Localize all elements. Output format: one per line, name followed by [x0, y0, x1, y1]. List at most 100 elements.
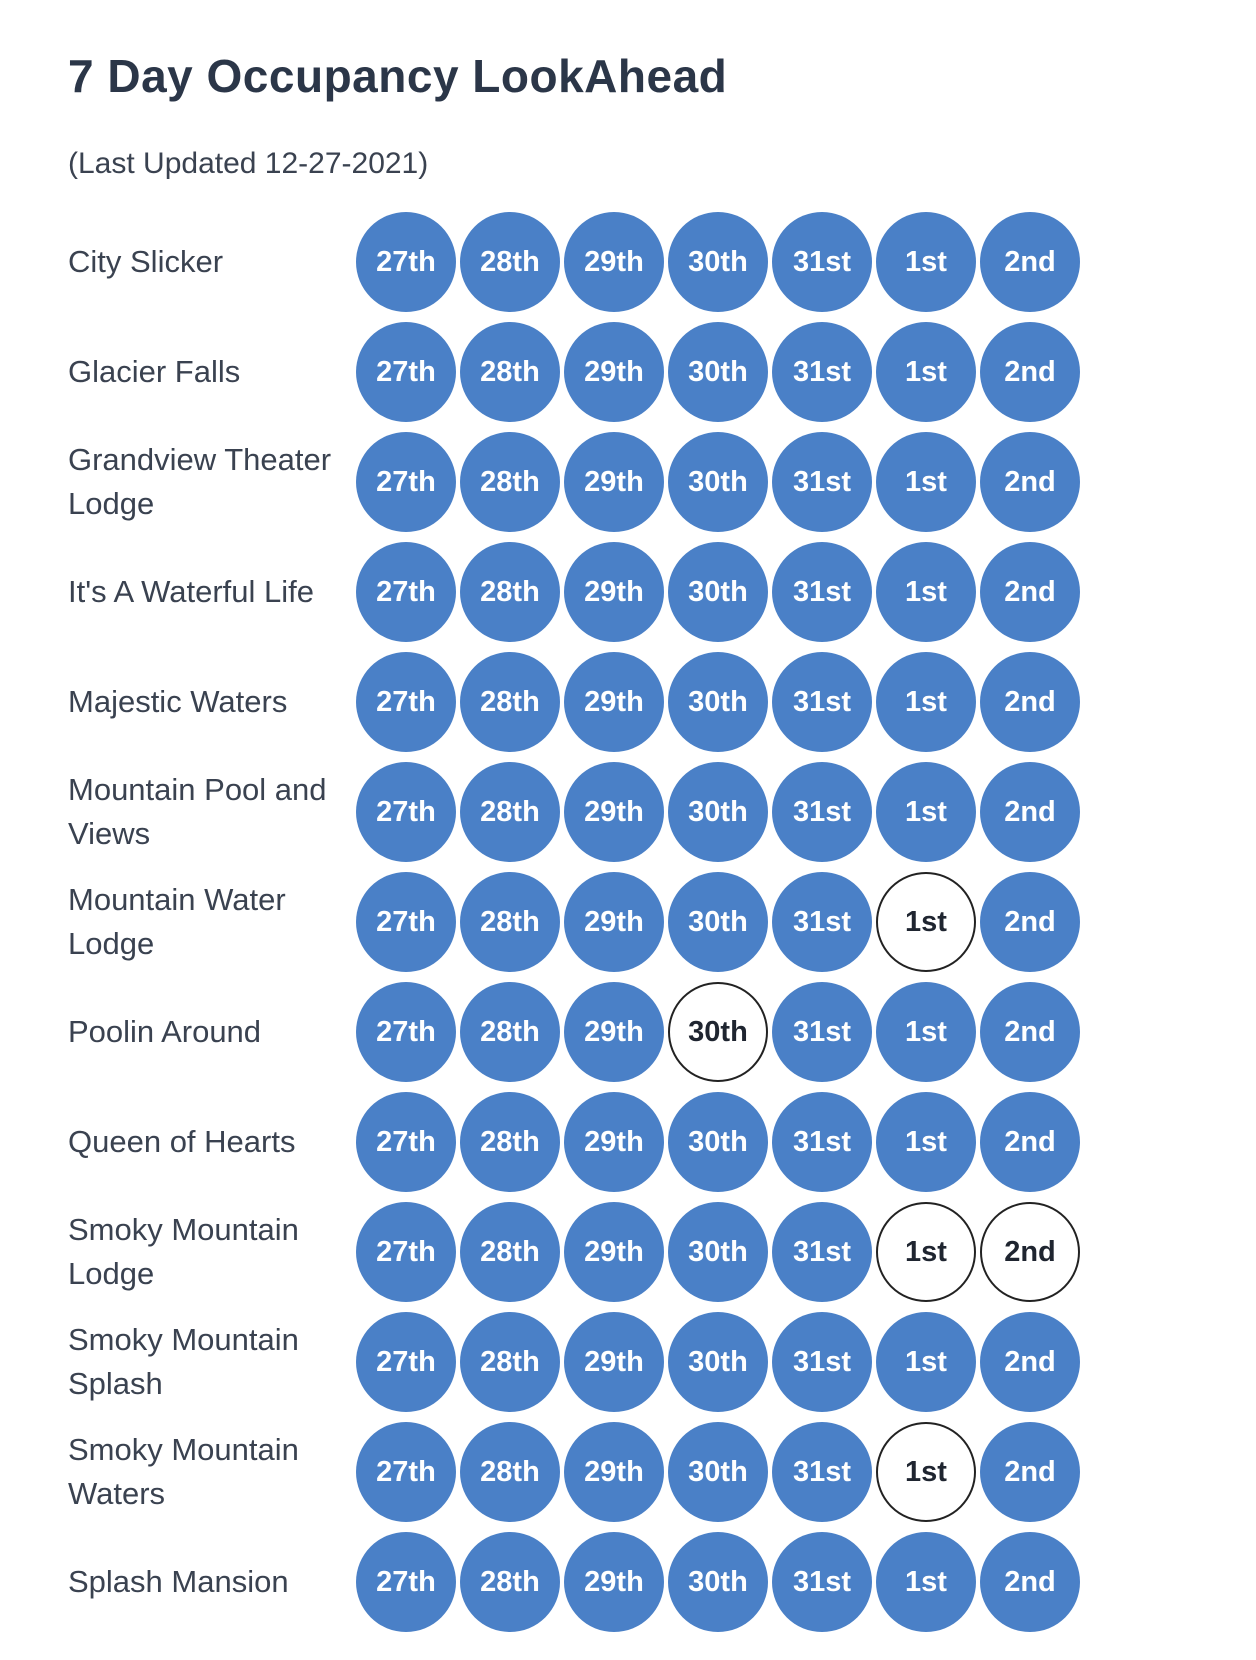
day-booked-button[interactable]: 29th — [564, 762, 664, 862]
day-booked-button[interactable]: 29th — [564, 1312, 664, 1412]
property-row: Smoky Mountain Waters 27th 28th 29th 30th 31s… — [0, 1422, 1256, 1532]
property-name: Poolin Around — [68, 1014, 262, 1049]
day-booked-button[interactable]: 28th — [460, 1202, 560, 1302]
day-booked-button[interactable]: 2nd — [980, 1422, 1080, 1522]
day-booked-button[interactable]: 27th — [356, 212, 456, 312]
day-booked-button[interactable]: 27th — [356, 322, 456, 422]
day-booked-button[interactable]: 31st — [772, 1092, 872, 1192]
day-booked-button[interactable]: 2nd — [980, 1312, 1080, 1412]
day-available-button[interactable]: 30th — [668, 982, 768, 1082]
day-booked-button[interactable]: 1st — [876, 212, 976, 312]
day-booked-button[interactable]: 29th — [564, 1092, 664, 1192]
property-row: Poolin Around 27th 28th 29th 30th 31st 1st 2nd — [0, 982, 1256, 1092]
day-booked-button[interactable]: 1st — [876, 1312, 976, 1412]
day-booked-button[interactable]: 2nd — [980, 872, 1080, 972]
day-booked-button[interactable]: 30th — [668, 212, 768, 312]
day-booked-button[interactable]: 29th — [564, 432, 664, 532]
day-booked-button[interactable]: 1st — [876, 1092, 976, 1192]
day-booked-button[interactable]: 30th — [668, 1422, 768, 1522]
day-booked-button[interactable]: 27th — [356, 432, 456, 532]
day-booked-button[interactable]: 28th — [460, 652, 560, 752]
day-booked-button[interactable]: 2nd — [980, 1532, 1080, 1632]
day-booked-button[interactable]: 27th — [356, 1532, 456, 1632]
day-booked-button[interactable]: 30th — [668, 432, 768, 532]
day-booked-button[interactable]: 28th — [460, 1092, 560, 1192]
day-booked-button[interactable]: 1st — [876, 652, 976, 752]
day-booked-button[interactable]: 28th — [460, 542, 560, 642]
day-booked-button[interactable]: 30th — [668, 1092, 768, 1192]
day-booked-button[interactable]: 29th — [564, 1532, 664, 1632]
day-booked-button[interactable]: 28th — [460, 982, 560, 1082]
day-booked-button[interactable]: 1st — [876, 322, 976, 422]
day-booked-button[interactable]: 29th — [564, 212, 664, 312]
day-booked-button[interactable]: 2nd — [980, 322, 1080, 422]
day-booked-button[interactable]: 2nd — [980, 542, 1080, 642]
day-booked-button[interactable]: 30th — [668, 322, 768, 422]
day-booked-button[interactable]: 30th — [668, 1532, 768, 1632]
day-booked-button[interactable]: 2nd — [980, 1092, 1080, 1192]
property-name: Smoky Mountain Splash — [68, 1322, 299, 1401]
day-available-button[interactable]: 1st — [876, 1202, 976, 1302]
day-booked-button[interactable]: 31st — [772, 1532, 872, 1632]
day-booked-button[interactable]: 27th — [356, 1422, 456, 1522]
day-booked-button[interactable]: 29th — [564, 1202, 664, 1302]
day-booked-button[interactable]: 27th — [356, 1312, 456, 1412]
day-booked-button[interactable]: 27th — [356, 542, 456, 642]
day-booked-button[interactable]: 31st — [772, 872, 872, 972]
day-booked-button[interactable]: 31st — [772, 982, 872, 1082]
day-booked-button[interactable]: 27th — [356, 872, 456, 972]
day-booked-button[interactable]: 27th — [356, 1202, 456, 1302]
day-booked-button[interactable]: 30th — [668, 872, 768, 972]
day-booked-button[interactable]: 1st — [876, 982, 976, 1082]
day-booked-button[interactable]: 27th — [356, 1092, 456, 1192]
property-name: Queen of Hearts — [68, 1124, 296, 1159]
property-name: Majestic Waters — [68, 684, 288, 719]
day-booked-button[interactable]: 31st — [772, 652, 872, 752]
day-booked-button[interactable]: 31st — [772, 212, 872, 312]
day-booked-button[interactable]: 28th — [460, 322, 560, 422]
day-booked-button[interactable]: 1st — [876, 432, 976, 532]
day-booked-button[interactable]: 30th — [668, 1312, 768, 1412]
day-booked-button[interactable]: 2nd — [980, 652, 1080, 752]
day-booked-button[interactable]: 29th — [564, 872, 664, 972]
day-booked-button[interactable]: 29th — [564, 1422, 664, 1522]
day-booked-button[interactable]: 31st — [772, 432, 872, 532]
day-booked-button[interactable]: 28th — [460, 872, 560, 972]
day-booked-button[interactable]: 29th — [564, 322, 664, 422]
day-booked-button[interactable]: 2nd — [980, 982, 1080, 1082]
property-row: Splash Mansion 27th 28th 29th 30th 31st 1st 2nd — [0, 1532, 1256, 1642]
day-booked-button[interactable]: 2nd — [980, 212, 1080, 312]
property-row: City Slicker 27th 28th 29th 30th 31st 1st 2nd — [0, 212, 1256, 322]
day-booked-button[interactable]: 31st — [772, 1422, 872, 1522]
day-booked-button[interactable]: 29th — [564, 652, 664, 752]
day-booked-button[interactable]: 28th — [460, 212, 560, 312]
day-booked-button[interactable]: 31st — [772, 542, 872, 642]
day-available-button[interactable]: 1st — [876, 1422, 976, 1522]
day-available-button[interactable]: 2nd — [980, 1202, 1080, 1302]
day-booked-button[interactable]: 27th — [356, 762, 456, 862]
day-booked-button[interactable]: 2nd — [980, 432, 1080, 532]
day-booked-button[interactable]: 28th — [460, 432, 560, 532]
day-booked-button[interactable]: 30th — [668, 1202, 768, 1302]
day-booked-button[interactable]: 28th — [460, 762, 560, 862]
day-booked-button[interactable]: 1st — [876, 762, 976, 862]
day-booked-button[interactable]: 27th — [356, 652, 456, 752]
day-booked-button[interactable]: 31st — [772, 1312, 872, 1412]
property-row: Majestic Waters 27th 28th 29th 30th 31st 1st 2n… — [0, 652, 1256, 762]
day-booked-button[interactable]: 31st — [772, 762, 872, 862]
day-booked-button[interactable]: 28th — [460, 1422, 560, 1522]
day-booked-button[interactable]: 31st — [772, 322, 872, 422]
day-booked-button[interactable]: 30th — [668, 652, 768, 752]
day-booked-button[interactable]: 29th — [564, 542, 664, 642]
day-booked-button[interactable]: 27th — [356, 982, 456, 1082]
day-booked-button[interactable]: 28th — [460, 1312, 560, 1412]
day-booked-button[interactable]: 28th — [460, 1532, 560, 1632]
day-booked-button[interactable]: 31st — [772, 1202, 872, 1302]
day-booked-button[interactable]: 2nd — [980, 762, 1080, 862]
day-booked-button[interactable]: 1st — [876, 1532, 976, 1632]
day-available-button[interactable]: 1st — [876, 872, 976, 972]
day-booked-button[interactable]: 30th — [668, 542, 768, 642]
day-booked-button[interactable]: 29th — [564, 982, 664, 1082]
day-booked-button[interactable]: 30th — [668, 762, 768, 862]
day-booked-button[interactable]: 1st — [876, 542, 976, 642]
